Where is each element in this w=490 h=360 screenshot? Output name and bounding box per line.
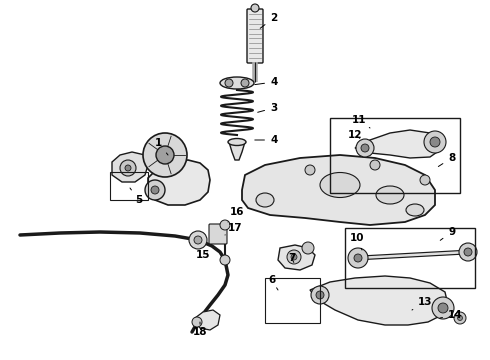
Ellipse shape — [320, 172, 360, 198]
Polygon shape — [310, 276, 448, 325]
Circle shape — [354, 254, 362, 262]
Text: 12: 12 — [348, 130, 363, 140]
Polygon shape — [229, 142, 245, 160]
Circle shape — [356, 139, 374, 157]
Polygon shape — [242, 155, 435, 225]
Text: 4: 4 — [255, 135, 277, 145]
Circle shape — [305, 165, 315, 175]
Circle shape — [311, 286, 329, 304]
FancyBboxPatch shape — [209, 224, 227, 244]
Text: 9: 9 — [440, 227, 455, 240]
Text: 6: 6 — [268, 275, 278, 290]
Circle shape — [189, 231, 207, 249]
Circle shape — [125, 165, 131, 171]
Text: 11: 11 — [352, 115, 370, 128]
Circle shape — [458, 315, 463, 320]
Ellipse shape — [228, 139, 246, 145]
Text: 17: 17 — [225, 223, 243, 235]
Ellipse shape — [220, 77, 254, 89]
Bar — [265, 278, 320, 323]
Text: 14: 14 — [440, 310, 463, 320]
Polygon shape — [355, 130, 440, 158]
Text: 4: 4 — [255, 77, 277, 87]
Text: 16: 16 — [228, 207, 245, 222]
Circle shape — [316, 291, 324, 299]
Circle shape — [370, 160, 380, 170]
Circle shape — [424, 131, 446, 153]
Circle shape — [291, 254, 297, 260]
Circle shape — [156, 146, 174, 164]
Text: 18: 18 — [193, 322, 207, 337]
Circle shape — [241, 79, 249, 87]
FancyBboxPatch shape — [247, 9, 263, 63]
Circle shape — [432, 297, 454, 319]
Circle shape — [143, 133, 187, 177]
Circle shape — [151, 186, 159, 194]
Circle shape — [220, 220, 230, 230]
Circle shape — [145, 180, 165, 200]
Polygon shape — [148, 160, 210, 205]
Circle shape — [192, 317, 202, 327]
Bar — [110, 172, 148, 200]
Polygon shape — [112, 152, 148, 182]
Polygon shape — [194, 310, 220, 330]
Bar — [330, 118, 460, 193]
Text: 15: 15 — [196, 250, 211, 260]
Circle shape — [120, 160, 136, 176]
Ellipse shape — [376, 186, 404, 204]
Circle shape — [459, 243, 477, 261]
Ellipse shape — [256, 193, 274, 207]
Text: 8: 8 — [439, 153, 455, 167]
Circle shape — [454, 312, 466, 324]
Circle shape — [420, 175, 430, 185]
Circle shape — [438, 303, 448, 313]
Circle shape — [287, 250, 301, 264]
Circle shape — [251, 4, 259, 12]
Circle shape — [430, 137, 440, 147]
Text: 2: 2 — [260, 13, 277, 28]
Ellipse shape — [406, 204, 424, 216]
Circle shape — [302, 242, 314, 254]
Bar — [345, 228, 475, 288]
Circle shape — [194, 236, 202, 244]
Text: 3: 3 — [258, 103, 277, 113]
Text: 13: 13 — [412, 297, 433, 310]
Polygon shape — [278, 245, 315, 270]
Text: 1: 1 — [155, 138, 168, 155]
Circle shape — [348, 248, 368, 268]
Text: 7: 7 — [288, 253, 295, 263]
Text: 5: 5 — [130, 188, 142, 205]
Circle shape — [361, 144, 369, 152]
Circle shape — [225, 79, 233, 87]
Circle shape — [220, 255, 230, 265]
Text: 10: 10 — [350, 233, 365, 250]
Circle shape — [464, 248, 472, 256]
